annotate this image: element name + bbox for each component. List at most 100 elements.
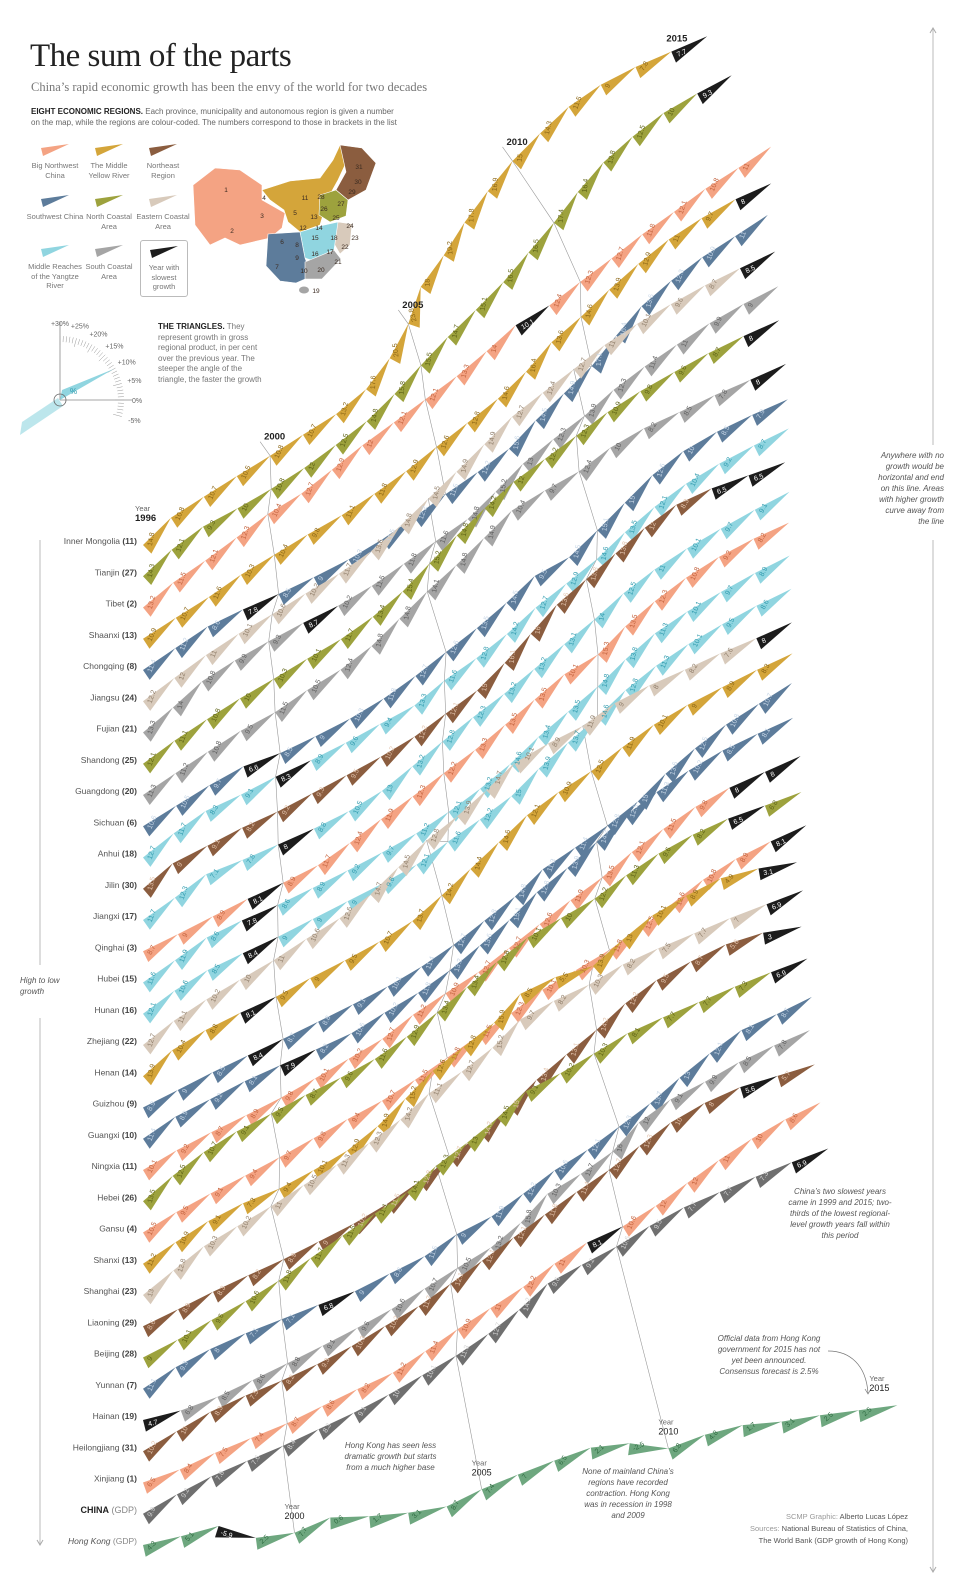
growth-triangle-2015 [764,792,802,817]
growth-triangle-2013 [694,918,731,945]
growth-value-label: 10.4 [176,1039,188,1054]
growth-triangle-2004 [394,365,421,403]
growth-value-label: 12 [517,475,526,485]
growth-value-label: 11.4 [147,659,158,674]
growth-value-label: 10.8 [206,670,218,685]
gauge-tick [117,408,124,411]
growth-value-label: 6.5 [753,473,765,483]
growth-value-label: 12.9 [351,1138,362,1153]
growth-triangle-1999 [239,960,274,991]
legend-label: Eastern Coastal Area [136,212,190,231]
growth-triangle-2015 [735,183,772,211]
gauge-tick-label: +15% [105,344,123,351]
growth-value-label: 13.2 [508,681,518,696]
growth-triangle-2013 [695,787,730,818]
growth-value-label: 13.5 [572,699,582,714]
growth-value-label: 8.5 [221,1390,232,1402]
growth-value-label: 17.8 [468,208,475,222]
growth-triangle-2005 [456,1333,489,1366]
growth-value-label: 9.5 [726,617,737,629]
growth-triangle-2008 [554,1242,588,1274]
growth-triangle-2014 [663,93,698,124]
legend-item-big-northwest: Big Northwest China [26,142,84,180]
growth-triangle-1997 [172,845,208,875]
gauge-tick [116,411,123,414]
growth-triangle-1999 [248,1259,284,1287]
growth-triangle-2012 [654,611,688,644]
row-heilongjiang: Heilongjiang (31) [73,1064,815,1462]
growth-triangle-2010 [596,815,626,851]
growth-value-label: 13.2 [495,1235,505,1250]
growth-triangle-2003 [381,796,413,829]
credit-sources: National Bureau of Statistics of China, [779,1524,908,1533]
growth-triangle-2005 [445,690,478,724]
growth-triangle-1999 [241,905,278,932]
growth-triangle-2003 [380,736,415,767]
growth-value-label: 10.5 [180,794,192,809]
growth-value-label: 10.6 [249,1290,261,1305]
growth-triangle-2004 [400,498,429,535]
growth-triangle-2011 [624,475,653,512]
growth-value-label: 10.3 [208,1235,220,1250]
growth-value-label: 1.7 [745,1421,757,1433]
growth-triangle-2011 [625,601,655,636]
growth-triangle-2010 [596,532,625,568]
growth-triangle-2003 [374,1036,407,1069]
growth-value-label: 15 [481,683,489,692]
growth-value-label: 12.1 [398,410,409,425]
growth-value-label: 10.7 [207,1141,219,1156]
legend-label: The Middle Yellow River [88,161,130,180]
growth-value-label: 13.6 [645,293,655,308]
growth-triangle-2000 [277,793,313,823]
growth-triangle-2004 [414,713,446,747]
growth-value-label: 17.6 [370,375,378,389]
growth-value-label: 12.8 [471,411,482,426]
growth-value-label: 8.6 [789,1112,800,1124]
growth-value-label: 9 [147,1355,155,1362]
growth-triangle-2006 [476,602,507,638]
growth-value-label: 10.5 [241,465,253,480]
growth-triangle-2001 [313,1150,348,1181]
growth-triangle-2014 [726,703,759,735]
growth-triangle-2003 [382,1014,413,1049]
growth-triangle-2003 [362,422,394,456]
growth-triangle-2014 [722,669,758,698]
growth-triangle-2006 [461,1047,493,1082]
growth-value-label: 11.2 [179,762,190,777]
growth-triangle-2003 [389,1256,425,1285]
growth-value-label: 15.2 [433,550,442,565]
growth-value-label: 11.3 [546,858,557,873]
growth-value-label: 10.7 [428,1277,440,1292]
growth-value-label: 12.8 [446,729,457,744]
left-axis-label: High to low growth [20,976,60,996]
growth-triangle-1997 [173,1246,204,1280]
growth-triangle-2008 [539,900,571,934]
growth-triangle-2002 [341,493,375,526]
growth-triangle-2011 [604,323,638,356]
map-number: 11 [302,195,309,202]
growth-triangle-2003 [408,1506,447,1525]
growth-value-label: 12.1 [420,853,431,868]
growth-triangle-2004 [406,1012,438,1047]
row-label: Shandong (25) [81,755,137,765]
growth-value-label: 8.8 [393,1266,404,1278]
growth-value-label: 8.9 [182,1302,193,1314]
growth-triangle-2010 [579,447,611,481]
row-anhui: Anhui (18) [98,428,789,867]
forecast-arrow-icon [827,1350,869,1394]
legend-label: South Coastal Area [85,262,133,281]
growth-value-label: 10.3 [593,973,605,988]
row-guizhou: Guizhou (9) [93,683,792,1119]
growth-triangle-1997 [173,811,206,844]
growth-triangle-2001 [317,1346,352,1375]
growth-triangle-1999 [242,811,278,839]
growth-triangle-2002 [339,551,371,584]
growth-value-label: 8.5 [216,1065,227,1077]
growth-triangle-1998 [203,476,237,507]
map-number: 29 [348,189,356,196]
growth-triangle-2011 [607,391,641,423]
growth-value-label: 8 [748,335,755,343]
growth-value-label: 9.2 [281,804,292,816]
growth-triangle-2011 [637,773,666,810]
growth-triangle-2010 [597,502,625,539]
